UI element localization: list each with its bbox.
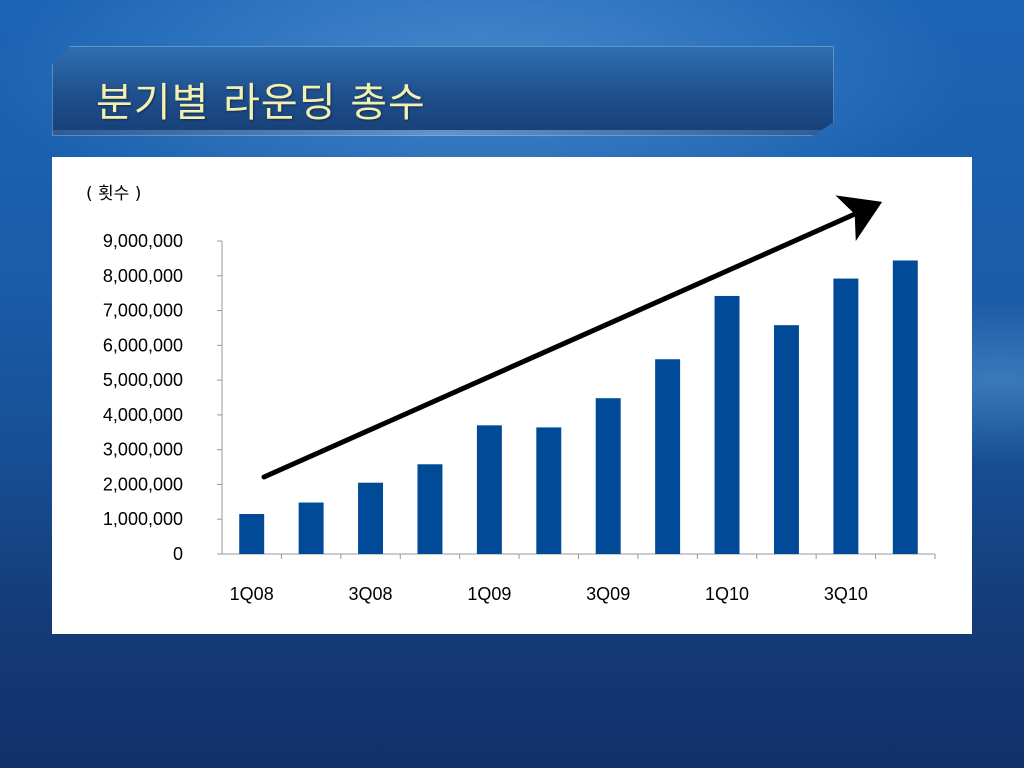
bar-1Q09: [476, 425, 502, 554]
trend-arrow: [261, 195, 883, 480]
bar-3Q10: [833, 278, 859, 554]
bar-2Q10: [773, 325, 799, 554]
y-tick-label: 8,000,000: [103, 266, 183, 286]
x-tick-label: 3Q10: [824, 584, 868, 604]
x-tick-label: 3Q09: [586, 584, 630, 604]
y-tick-label: 2,000,000: [103, 474, 183, 494]
bars: [239, 260, 918, 554]
bar-1Q10: [714, 295, 740, 554]
y-unit-label: ( 횟수 ): [86, 184, 141, 204]
y-tick-label: 9,000,000: [103, 231, 183, 251]
y-tick-label: 1,000,000: [103, 509, 183, 529]
y-tick-label: 6,000,000: [103, 335, 183, 355]
slide-title: 분기별 라운딩 총수: [96, 80, 426, 126]
bar-3Q09: [595, 398, 621, 554]
y-axis: 0 1,000,000 2,000,000 3,000,000 4,000,000 5,0…: [103, 231, 223, 564]
y-tick-label: 0: [173, 544, 183, 564]
bar-2Q09: [536, 427, 562, 554]
bar-2Q08: [298, 502, 324, 554]
x-tick-label: 1Q09: [467, 584, 511, 604]
bar-4Q08: [417, 464, 443, 554]
title-bar: [52, 46, 834, 136]
chart-panel: ( 횟수 ) 0 1,000,000 2,000,000 3,000,000 4,000…: [52, 157, 972, 634]
x-tick-label: 1Q10: [705, 584, 749, 604]
y-tick-label: 5,000,000: [103, 370, 183, 390]
bar-4Q10: [892, 260, 918, 554]
y-tick-label: 3,000,000: [103, 440, 183, 460]
x-axis: 1Q08 3Q08 1Q09 3Q09 1Q10 3Q10: [222, 553, 936, 604]
bar-4Q09: [655, 359, 681, 554]
y-tick-label: 4,000,000: [103, 405, 183, 425]
bar-chart: ( 횟수 ) 0 1,000,000 2,000,000 3,000,000 4,000…: [86, 184, 936, 604]
y-tick-label: 7,000,000: [103, 301, 183, 321]
x-tick-label: 1Q08: [230, 584, 274, 604]
bar-1Q08: [239, 514, 265, 554]
x-tick-label: 3Q08: [349, 584, 393, 604]
bar-3Q08: [358, 482, 384, 554]
